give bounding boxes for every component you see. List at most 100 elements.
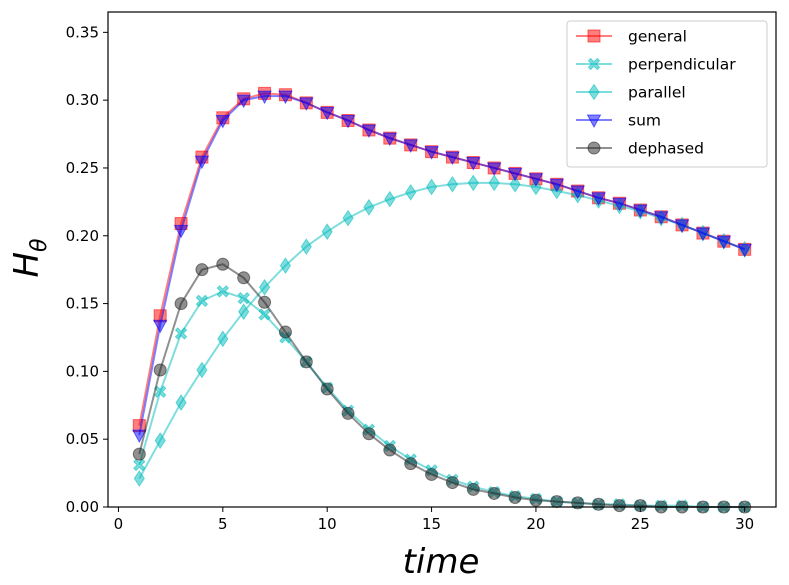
x-tick-label: 0	[114, 515, 124, 533]
plot-area	[131, 86, 753, 514]
y-tick-label: 0.25	[66, 159, 99, 177]
data-point-sum	[507, 167, 523, 182]
data-point-sum	[319, 106, 335, 121]
x-axis: 0 5 10 15 20 25 30	[114, 507, 754, 533]
data-point-sum	[361, 124, 377, 139]
data-point-parallel	[217, 330, 229, 348]
data-point-dephased	[592, 497, 606, 511]
legend: general perpendicular parallel sum dephased	[566, 20, 768, 168]
data-point-sum	[131, 429, 147, 444]
data-point-dephased	[216, 257, 230, 271]
legend-marker-sum	[586, 114, 602, 129]
legend-marker-parallel	[588, 83, 600, 101]
data-point-parallel	[175, 394, 187, 411]
data-point-sum	[236, 94, 252, 109]
series-line-parallel	[138, 181, 746, 480]
data-point-parallel	[133, 470, 145, 487]
data-point-dephased	[132, 447, 146, 461]
data-point-parallel	[238, 303, 250, 321]
x-tick-label: 15	[422, 515, 441, 533]
plot-frame	[107, 11, 777, 508]
x-tick-label: 30	[735, 515, 754, 533]
data-point-dephased	[571, 496, 585, 510]
legend-item-dephased: dephased	[576, 140, 704, 158]
legend-item-perpendicular: perpendicular	[576, 56, 736, 74]
data-point-parallel	[258, 278, 271, 296]
legend-marker-general	[587, 29, 601, 43]
data-point-parallel	[384, 190, 396, 208]
y-axis-label-main: H	[7, 252, 47, 278]
data-point-perpendicular	[195, 294, 209, 308]
x-tick-label: 5	[218, 515, 228, 533]
data-point-sum	[445, 151, 460, 166]
data-point-parallel	[467, 174, 479, 192]
data-point-sum	[737, 243, 753, 258]
data-point-sum	[549, 178, 565, 193]
legend-marker-perpendicular	[587, 57, 601, 71]
legend-label: sum	[628, 112, 661, 130]
series-line-dephased	[138, 263, 745, 508]
data-point-parallel	[488, 174, 500, 192]
data-point-dephased	[445, 476, 459, 490]
legend-item-parallel: parallel	[576, 84, 686, 102]
x-tick-label: 25	[631, 515, 650, 533]
data-point-sum	[298, 97, 314, 111]
y-tick-label: 0.15	[66, 295, 99, 313]
series-line-perpendicular	[138, 290, 745, 508]
data-point-dephased	[362, 427, 376, 441]
data-point-sum	[591, 192, 606, 206]
data-point-sum	[486, 162, 502, 177]
y-axis-label: Hθ	[7, 238, 52, 278]
data-point-dephased	[383, 443, 397, 457]
data-point-sum	[570, 185, 586, 200]
y-tick-label: 0.00	[66, 498, 99, 516]
data-point-parallel	[321, 223, 333, 241]
x-axis-label: time	[403, 542, 480, 582]
legend-label: parallel	[628, 84, 686, 102]
data-point-dephased	[174, 297, 188, 311]
data-point-parallel	[446, 175, 459, 193]
data-point-parallel	[509, 175, 521, 193]
data-point-dephased	[299, 355, 313, 369]
data-point-sum	[695, 227, 711, 242]
data-point-parallel	[425, 178, 438, 196]
data-point-parallel	[405, 183, 417, 201]
data-point-perpendicular	[174, 327, 188, 340]
y-axis-label-subscript: θ	[27, 238, 52, 252]
y-tick-label: 0.20	[66, 227, 99, 245]
data-point-sum	[674, 219, 690, 233]
data-point-dephased	[153, 363, 167, 377]
data-point-dephased	[487, 486, 501, 500]
y-tick-label: 0.05	[66, 430, 99, 448]
legend-label: perpendicular	[628, 56, 736, 74]
data-point-parallel	[530, 178, 542, 196]
data-point-dephased	[404, 457, 418, 471]
data-point-dephased	[466, 482, 480, 496]
data-point-sum	[424, 146, 439, 160]
data-point-parallel	[300, 238, 312, 256]
data-point-parallel	[342, 209, 354, 227]
y-tick-label: 0.10	[66, 362, 99, 380]
data-point-sum	[465, 157, 481, 171]
legend-marker-dephased	[587, 141, 601, 155]
data-point-dephased	[425, 467, 439, 481]
data-point-sum	[257, 90, 272, 105]
data-point-sum	[173, 224, 189, 239]
data-point-sum	[194, 155, 210, 170]
y-axis: 0.00 0.05 0.10 0.15 0.20 0.25 0.30 0.35	[66, 23, 108, 516]
data-point-perpendicular	[216, 285, 230, 298]
data-point-dephased	[320, 382, 334, 396]
data-point-dephased	[278, 325, 292, 339]
x-tick-label: 20	[526, 515, 545, 533]
data-point-parallel	[363, 198, 375, 216]
legend-box	[566, 20, 768, 168]
data-point-dephased	[237, 271, 251, 285]
data-point-perpendicular	[258, 308, 271, 321]
series-dephased	[132, 257, 752, 514]
legend-label: general	[628, 28, 687, 46]
data-point-dephased	[550, 495, 564, 509]
series-sum	[131, 90, 753, 444]
x-tick-label: 10	[318, 515, 337, 533]
data-point-perpendicular	[133, 458, 146, 472]
data-point-sum	[716, 235, 732, 250]
